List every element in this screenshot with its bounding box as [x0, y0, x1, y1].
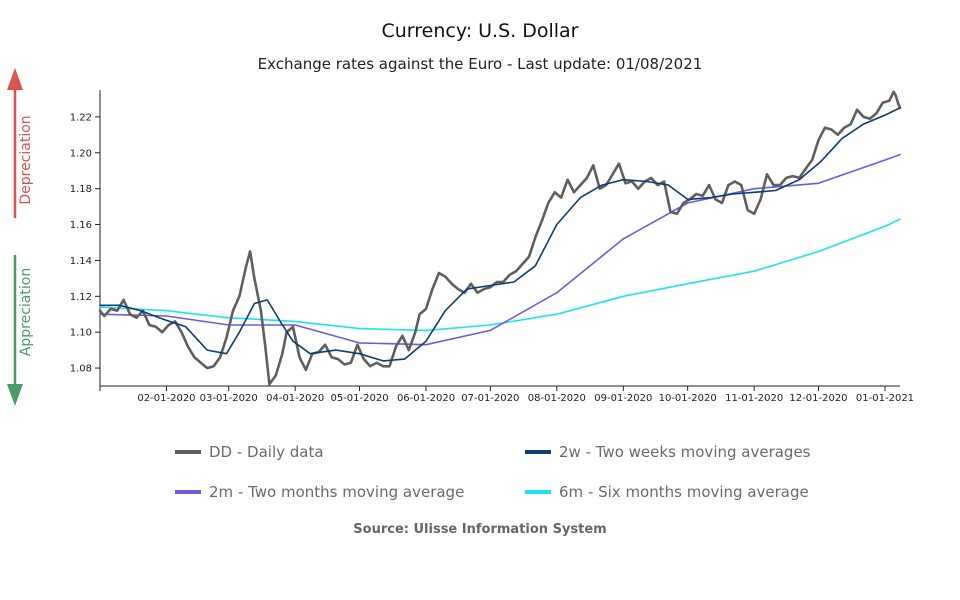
source-note: Source: Ulisse Information System — [353, 522, 607, 537]
x-tick-label: 06-01-2020 — [397, 393, 455, 404]
x-tick-label: 05-01-2020 — [330, 393, 388, 404]
chart-series — [98, 90, 902, 386]
x-tick-label: 11-01-2020 — [725, 393, 783, 404]
series-line-6m — [99, 218, 901, 332]
y-tick-label: 1.16 — [70, 220, 92, 231]
legend-item: 2m - Two months moving average — [175, 482, 464, 502]
x-tick-label: 08-01-2020 — [528, 393, 586, 404]
chart-axes: 1.08 1.10 1.12 1.14 1.16 1.18 1.20 1.22 02-01-20… — [70, 90, 914, 404]
legend-item: 6m - Six months moving average — [525, 482, 809, 502]
depreciation-arrow-head — [7, 68, 23, 90]
y-tick-label: 1.18 — [70, 184, 92, 195]
x-tick-label: 02-01-2020 — [137, 393, 195, 404]
y-tick-label: 1.22 — [70, 112, 92, 123]
y-tick-label: 1.12 — [70, 292, 92, 303]
legend-label: DD - Daily data — [209, 443, 324, 461]
appreciation-arrow-head — [7, 384, 23, 406]
series-line-2w — [99, 107, 901, 362]
legend-item: 2w - Two weeks moving averages — [525, 442, 811, 462]
x-tick-label: 01-01-2021 — [856, 393, 914, 404]
appreciation-label: Appreciation — [18, 268, 34, 356]
exchange-rate-chart: Depreciation Appreciation 1.08 1.10 1.12 1.1… — [7, 68, 914, 406]
x-tick-label: 07-01-2020 — [461, 393, 519, 404]
y-tick-label: 1.14 — [70, 256, 92, 267]
side-arrows: Depreciation Appreciation — [7, 68, 34, 406]
series-line-2m — [99, 153, 901, 346]
x-tick-label: 03-01-2020 — [200, 393, 258, 404]
x-tick-label: 10-01-2020 — [659, 393, 717, 404]
page-title: Currency: U.S. Dollar — [381, 20, 579, 42]
legend-label: 2w - Two weeks moving averages — [559, 443, 811, 461]
x-tick-label: 04-01-2020 — [266, 393, 324, 404]
legend-label: 6m - Six months moving average — [559, 483, 809, 501]
line-swatch-icon — [525, 450, 551, 454]
legend-item: DD - Daily data — [175, 442, 324, 462]
depreciation-label: Depreciation — [18, 115, 34, 204]
page-subtitle: Exchange rates against the Euro - Last u… — [257, 55, 703, 73]
line-swatch-icon — [175, 490, 201, 494]
legend-label: 2m - Two months moving average — [209, 483, 465, 501]
line-swatch-icon — [175, 450, 201, 454]
line-swatch-icon — [525, 490, 551, 494]
x-tick-label: 12-01-2020 — [789, 393, 847, 404]
y-tick-label: 1.08 — [70, 364, 92, 375]
series-line-dd — [98, 90, 902, 386]
y-tick-label: 1.10 — [70, 328, 92, 339]
x-tick-label: 09-01-2020 — [594, 393, 652, 404]
y-tick-label: 1.20 — [70, 148, 92, 159]
